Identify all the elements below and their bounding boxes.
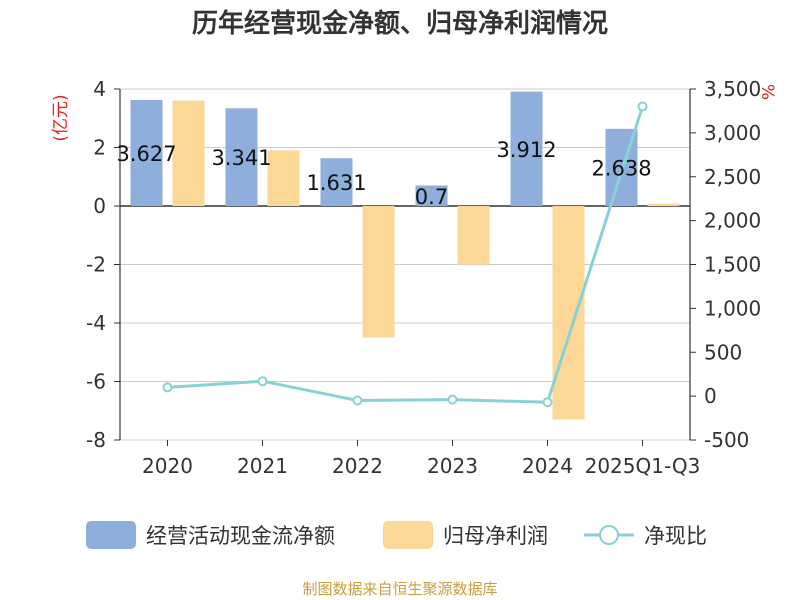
left-tick-label: -4 [86, 311, 106, 335]
left-axis-unit: (亿元) [51, 94, 71, 141]
left-tick-label: -6 [86, 370, 106, 394]
line-series [162, 101, 648, 408]
right-axis-unit: % [757, 84, 777, 100]
line-point [257, 376, 268, 387]
x-tick-label: 2020 [142, 454, 193, 478]
bar-cash-flow [510, 91, 543, 206]
legend-swatch-cash-flow [86, 521, 136, 549]
bar-data-label: 3.341 [211, 146, 271, 170]
bar-net-profit [457, 206, 490, 265]
legend-label: 归母净利润 [443, 524, 548, 548]
line-net-cash-ratio [167, 106, 644, 404]
bar-data-label: 3.912 [496, 138, 556, 162]
bar-group [130, 91, 680, 420]
source-note: 制图数据来自恒生聚源数据库 [302, 580, 497, 598]
data-labels: 3.627 3.341 1.631 0.7 3.912 2.638 [116, 138, 651, 209]
legend-swatch-net-profit [383, 521, 433, 549]
left-tick-label: -2 [86, 253, 106, 277]
bar-net-profit [172, 100, 205, 206]
legend-swatch-marker [599, 525, 619, 545]
bar-cash-flow [130, 99, 163, 206]
bar-data-label: 0.7 [415, 185, 448, 209]
right-tick-label: 2,000 [704, 209, 761, 233]
line-point [542, 397, 553, 408]
legend[interactable]: 经营活动现金流净额 归母净利润 净现比 [86, 521, 707, 549]
left-tick-label: 2 [93, 136, 106, 160]
bar-data-label: 3.627 [116, 142, 176, 166]
x-tick-label: 2022 [332, 454, 383, 478]
right-tick-label: 1,500 [704, 253, 761, 277]
legend-label: 经营活动现金流净额 [146, 524, 335, 548]
right-tick-label: 3,000 [704, 121, 761, 145]
legend-label: 净现比 [644, 524, 707, 548]
x-tick-label: 2025Q1-Q3 [585, 454, 701, 478]
line-point [637, 101, 648, 112]
bar-net-profit [647, 203, 680, 206]
bar-net-profit [362, 206, 395, 338]
bar-net-profit [267, 150, 300, 206]
bar-data-label: 1.631 [306, 171, 366, 195]
line-point [447, 394, 458, 405]
right-tick-label: 500 [704, 340, 742, 364]
tick-labels: 4 2 0 -2 -4 -6 -8 3,500 3,000 2,500 2,000 1,500 1,00… [86, 77, 761, 478]
line-point [162, 382, 173, 393]
bar-cash-flow [320, 158, 353, 206]
chart-title: 历年经营现金净额、归母净利润情况 [192, 8, 608, 39]
axes [114, 88, 696, 446]
bar-data-label: 2.638 [591, 156, 651, 180]
right-tick-label: 2,500 [704, 165, 761, 189]
left-tick-label: -8 [86, 428, 106, 452]
x-tick-label: 2021 [237, 454, 288, 478]
x-tick-label: 2023 [427, 454, 478, 478]
bar-net-profit [552, 206, 585, 420]
bar-cash-flow [225, 108, 258, 206]
line-point [352, 395, 363, 406]
bar-cash-flow [415, 185, 448, 206]
right-tick-label: 0 [704, 384, 717, 408]
right-tick-label: 3,500 [704, 77, 761, 101]
grid-lines [120, 88, 690, 441]
right-tick-label: 1,000 [704, 296, 761, 320]
left-tick-label: 4 [93, 77, 106, 101]
left-tick-label: 0 [93, 194, 106, 218]
right-tick-label: -500 [704, 428, 749, 452]
x-tick-label: 2024 [522, 454, 573, 478]
